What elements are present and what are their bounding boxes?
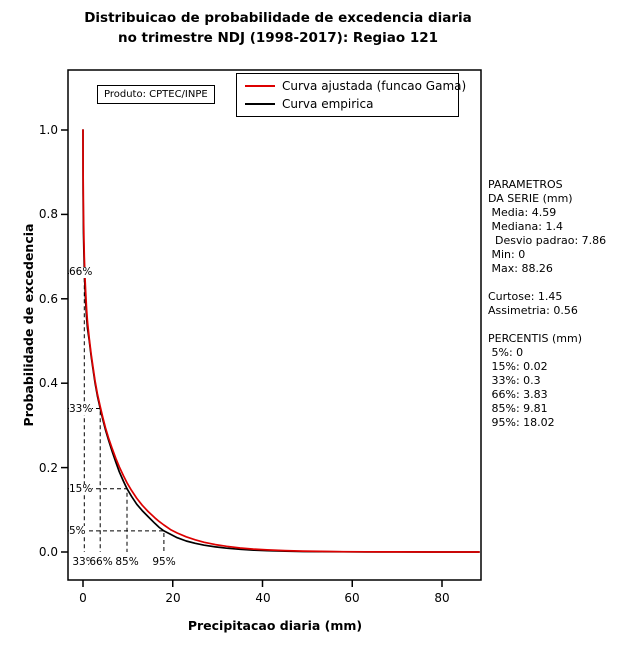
y-axis-title: Probabilidade de excedencia [21, 223, 36, 427]
stats-line: Mediana: 1.4 [488, 220, 563, 233]
exceedance-label-66: 66% [69, 266, 93, 278]
legend-item-empirica: Curva empirica [245, 94, 373, 113]
legend-line-black [245, 102, 275, 105]
legend-label-gamma: Curva ajustada (funcao Gama) [282, 78, 467, 93]
stats-line: Max: 88.26 [488, 262, 553, 275]
legend: Curva ajustada (funcao Gama) Curva empir… [236, 73, 466, 117]
legend-item-gamma: Curva ajustada (funcao Gama) [245, 76, 466, 95]
stats-line: 66%: 3.83 [488, 388, 548, 401]
exceedance-label-5: 5% [69, 525, 86, 537]
chart-title-line2: no trimestre NDJ (1998-2017): Regiao 121 [117, 30, 439, 46]
stats-line: 95%: 18.02 [488, 416, 555, 429]
percentile-label-85: 85% [115, 556, 139, 568]
stats-line: Min: 0 [488, 248, 526, 261]
x-tick-20: 20 [165, 591, 181, 605]
stats-line: 5%: 0 [488, 346, 524, 359]
legend-line-red [245, 84, 275, 87]
x-axis-title: Precipitacao diaria (mm) [187, 618, 363, 633]
stats-line [488, 318, 606, 332]
x-tick-40: 40 [255, 591, 271, 605]
stats-line: PERCENTIS (mm) [488, 332, 582, 345]
x-tick-60: 60 [344, 591, 360, 605]
exceedance-label-33: 33% [69, 403, 93, 415]
stats-line: Media: 4.59 [488, 206, 557, 219]
stats-line: 85%: 9.81 [488, 402, 548, 415]
stats-line: 15%: 0.02 [488, 360, 548, 373]
plot-border [67, 69, 482, 581]
chart-title-line1: Distribuicao de probabilidade de exceden… [84, 10, 472, 26]
stats-line: DA SERIE (mm) [488, 192, 573, 205]
stats-line [488, 276, 606, 290]
stats-line: 33%: 0.3 [488, 374, 541, 387]
stats-line: Desvio padrao: 7.86 [488, 234, 607, 247]
legend-label-empirica: Curva empirica [282, 96, 374, 111]
product-label: Produto: CPTEC/INPE [97, 85, 215, 104]
exceedance-label-15: 15% [69, 483, 93, 495]
percentile-label-95: 95% [152, 556, 176, 568]
stats-line: Assimetria: 0.56 [488, 304, 578, 317]
stats-line: Curtose: 1.45 [488, 290, 563, 303]
x-tick-80: 80 [434, 591, 450, 605]
stats-panel: PARAMETROS DA SERIE (mm) Media: 4.59 Med… [488, 178, 606, 430]
stats-line: PARAMETROS [488, 178, 563, 191]
percentile-label-66: 66% [89, 556, 113, 568]
x-tick-0: 0 [79, 591, 87, 605]
percentile-label-33: 33% [72, 556, 96, 568]
